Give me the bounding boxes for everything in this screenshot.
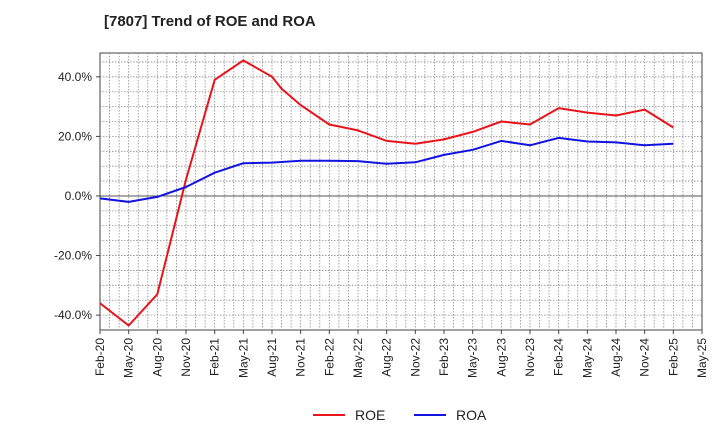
x-tick-label: Feb-23 xyxy=(437,338,451,376)
x-tick-label: May-22 xyxy=(351,338,365,378)
y-tick-label: -40.0% xyxy=(54,308,92,322)
plot-frame xyxy=(99,52,703,331)
legend: ROE ROA xyxy=(313,407,487,423)
x-tick-label: Aug-21 xyxy=(265,338,279,377)
x-tick-label: Nov-22 xyxy=(408,338,422,377)
y-tick-label: 0.0% xyxy=(65,189,93,203)
x-tick-label: Nov-24 xyxy=(638,338,652,377)
x-tick-label: Aug-23 xyxy=(494,338,508,377)
y-tick-label: 40.0% xyxy=(58,70,92,84)
y-tick-label: -20.0% xyxy=(54,249,92,263)
x-tick-label: Feb-25 xyxy=(666,338,680,376)
x-tick-label: Feb-20 xyxy=(93,338,107,376)
y-tick-label: 20.0% xyxy=(58,129,92,143)
x-tick-label: Nov-21 xyxy=(294,338,308,377)
x-tick-label: Aug-22 xyxy=(380,338,394,377)
series-line-roa xyxy=(99,136,674,203)
legend-label-roa: ROA xyxy=(456,407,487,423)
x-tick-label: May-24 xyxy=(580,338,594,378)
x-tick-label: Feb-21 xyxy=(208,338,222,376)
x-tick-label: Nov-20 xyxy=(179,338,193,377)
grid xyxy=(99,52,703,331)
x-tick-label: Aug-20 xyxy=(150,338,164,377)
series-layer xyxy=(99,59,674,327)
x-tick-label: May-25 xyxy=(695,338,709,378)
x-tick-label: May-23 xyxy=(466,338,480,378)
legend-label-roe: ROE xyxy=(355,407,385,423)
axes: -40.0% -20.0% 0.0% 20.0% 40.0% Feb-20 May-20 Au… xyxy=(54,70,709,378)
x-tick-label: Nov-23 xyxy=(523,338,537,377)
x-tick-label: Feb-24 xyxy=(552,338,566,376)
chart-title: [7807] Trend of ROE and ROA xyxy=(104,13,316,30)
series-line-roe xyxy=(99,59,674,327)
x-tick-label: May-21 xyxy=(236,338,250,378)
x-tick-label: May-20 xyxy=(122,338,136,378)
x-tick-label: Aug-24 xyxy=(609,338,623,377)
x-tick-label: Feb-22 xyxy=(322,338,336,376)
